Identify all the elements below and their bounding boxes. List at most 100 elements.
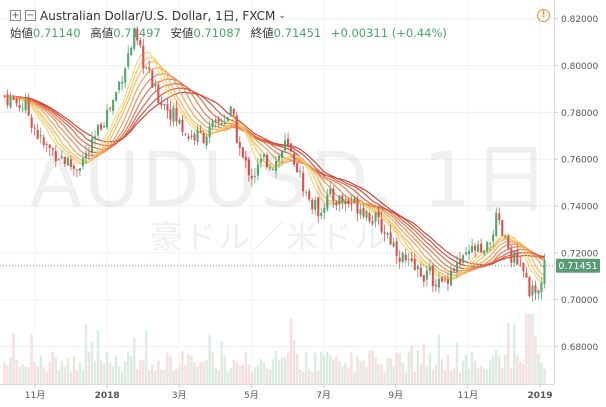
volume-bar [507, 323, 510, 384]
candle-body [371, 221, 374, 224]
candle-body [66, 157, 69, 166]
volume-bar [268, 369, 272, 384]
exclamation-circle-icon[interactable]: ! [537, 9, 550, 22]
volume-bar [473, 360, 477, 384]
volume-bar [386, 357, 389, 384]
symbol-title[interactable]: Australian Dollar/U.S. Dollar, 1日, FXCM [40, 9, 276, 23]
volume-bar [247, 364, 251, 384]
candle-body [329, 188, 332, 195]
volume-bar [525, 314, 528, 384]
candle-body [344, 200, 347, 204]
candle-body [510, 248, 513, 263]
volume-bar [241, 364, 245, 384]
candle-body [446, 279, 450, 284]
candle-body [277, 156, 281, 161]
volume-bar [6, 365, 9, 384]
volume-bar [283, 357, 287, 384]
volume-bar [114, 355, 118, 384]
candle-body [507, 235, 510, 249]
candle-body [320, 212, 323, 216]
volume-bar [184, 364, 187, 384]
price-tick-label: 0.68000 [561, 343, 598, 353]
volume-bar [413, 371, 416, 384]
price-tick-label: 0.82000 [561, 15, 598, 25]
volume-bar [404, 371, 407, 384]
volume-bar [464, 354, 468, 384]
moving-average-line [4, 56, 545, 280]
volume-bar [365, 366, 368, 384]
candle-body [437, 278, 440, 288]
volume-bar [145, 329, 148, 384]
candle-body [501, 220, 504, 236]
volume-bar [202, 362, 205, 384]
candle-body [486, 242, 489, 252]
plus-box-icon[interactable]: + [10, 10, 21, 21]
volume-bar [516, 355, 519, 384]
volume-bar [292, 339, 296, 384]
candle-body [130, 47, 133, 56]
volume-bar [33, 362, 36, 384]
time-tick-label: 7月 [316, 390, 331, 401]
candle-body [190, 135, 193, 137]
candle-body [48, 144, 51, 148]
volume-bar [510, 367, 513, 384]
candle-body [338, 195, 341, 205]
volume-bar [120, 371, 124, 384]
candle-body [452, 268, 456, 271]
volume-bar [126, 351, 130, 384]
candle-body [9, 96, 12, 108]
candle-body [455, 261, 459, 272]
volume-bar [437, 334, 441, 384]
volume-bar [410, 345, 413, 384]
volume-bar [359, 361, 362, 384]
candle-body [96, 124, 100, 136]
volume-bar [440, 359, 444, 384]
volume-bar [311, 371, 314, 384]
candle-body [54, 151, 57, 162]
volume-bar [123, 361, 127, 384]
volume-bar [66, 358, 70, 384]
candle-body [290, 143, 293, 152]
chevron-down-icon[interactable]: ⌄ [278, 10, 286, 21]
volume-bar [458, 371, 462, 384]
candle-body [377, 211, 380, 218]
volume-bar [425, 366, 429, 384]
volume-bar [377, 364, 380, 384]
volume-bar [60, 361, 64, 384]
volume-bar [223, 356, 226, 384]
candle-body [109, 108, 112, 110]
volume-bar [256, 365, 260, 384]
volume-bar [90, 341, 94, 384]
candle-body [151, 70, 154, 88]
volume-bar [130, 356, 133, 384]
candle-body [121, 81, 124, 84]
volume-bar [27, 367, 30, 384]
watermark-symbol: AUDUSD, 1日 [30, 135, 552, 224]
price-tag: 0.71451 [556, 258, 600, 273]
candle-body [293, 153, 296, 165]
volume-bar [289, 318, 293, 384]
candle-body [220, 122, 223, 124]
volume-bar [142, 360, 145, 384]
low-value: 0.71087 [193, 26, 241, 40]
candle-body [317, 197, 320, 217]
candle-body [115, 91, 118, 101]
candle-body [365, 210, 368, 218]
candle-body [250, 176, 253, 179]
candle-body [540, 282, 543, 293]
volume-bar [238, 365, 242, 384]
candle-body [93, 136, 97, 139]
candle-body [205, 136, 208, 146]
volume-bar [335, 356, 338, 384]
volume-bar [69, 371, 73, 384]
minus-box-icon[interactable]: − [25, 10, 36, 21]
candle-body [287, 138, 290, 146]
candle-body [42, 137, 45, 146]
volume-bar [172, 370, 175, 384]
volume-bar [108, 362, 112, 384]
candle-body [483, 250, 486, 254]
volume-bar [24, 366, 27, 384]
volume-bar [81, 369, 85, 384]
volume-bar [45, 371, 48, 384]
